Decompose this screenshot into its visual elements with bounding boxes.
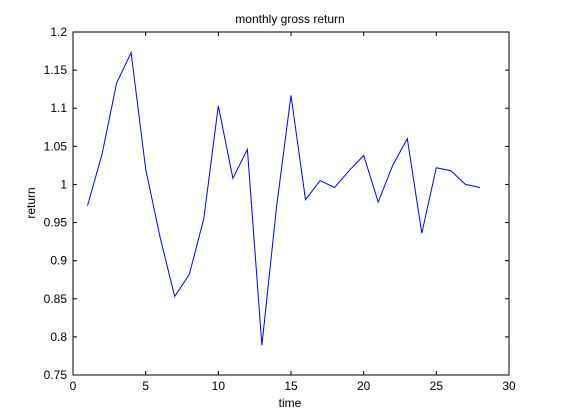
- y-tick-label: 1.05: [44, 139, 68, 153]
- y-tick-label: 1.1: [50, 101, 67, 115]
- series-line: [87, 50, 481, 346]
- x-tick-label: 30: [502, 379, 516, 393]
- x-tick-label: 20: [357, 379, 371, 393]
- y-tick-label: 1.2: [50, 25, 67, 39]
- x-tick-label: 25: [430, 379, 444, 393]
- plot-area: [72, 31, 510, 376]
- x-tick-label: 0: [70, 379, 77, 393]
- y-tick-label: 0.75: [44, 368, 68, 382]
- x-tick-label: 15: [284, 379, 298, 393]
- chart-title: monthly gross return: [235, 12, 344, 26]
- y-tick-label: 1.15: [44, 63, 68, 77]
- axis-ticks: [72, 31, 510, 376]
- y-tick-labels: 0.75 0.8 0.85 0.9 0.95 1 1.05 1.1 1.15 1.2: [44, 25, 68, 382]
- y-tick-label: 1: [60, 177, 67, 191]
- y-tick-label: 0.8: [50, 330, 67, 344]
- y-tick-label: 0.95: [44, 216, 68, 230]
- y-tick-label: 0.9: [50, 254, 67, 268]
- y-tick-label: 0.85: [44, 292, 68, 306]
- y-axis-label: return: [24, 187, 38, 218]
- x-axis-label: time: [279, 396, 302, 410]
- x-tick-labels: 0 5 10 15 20 25 30: [70, 379, 516, 393]
- x-tick-label: 5: [142, 379, 149, 393]
- x-tick-label: 10: [212, 379, 226, 393]
